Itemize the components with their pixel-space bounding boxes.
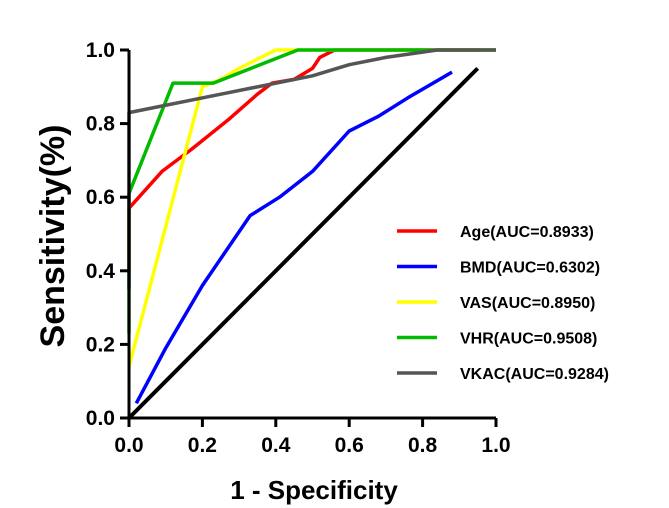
y-axis-title: Sensitivity(%)	[34, 125, 72, 348]
series-line-1	[134, 70, 453, 405]
legend-label-2: VAS(AUC=0.8950)	[460, 295, 595, 312]
legend-label-4: VKAC(AUC=0.9284)	[460, 366, 609, 383]
legend-label-3: VHR(AUC=0.9508)	[460, 331, 597, 348]
legend-label-1: BMD(AUC=0.6302)	[460, 260, 600, 277]
reference-diagonal-line	[127, 66, 480, 420]
x-axis-title: 1 - Specificity	[230, 475, 398, 505]
series-line-4	[127, 48, 496, 290]
y-tick-label: 0.4	[86, 260, 116, 283]
x-tick-label: 0.8	[408, 434, 438, 457]
x-tick-label: 1.0	[481, 434, 510, 457]
x-tick-label: 0.4	[261, 434, 291, 457]
y-tick-label: 1.0	[86, 39, 115, 62]
legend-label-0: Age(AUC=0.8933)	[460, 224, 594, 241]
y-tick-label: 0.6	[86, 186, 115, 209]
plot-area	[127, 48, 496, 420]
x-tick-label: 0.6	[335, 434, 364, 457]
y-tick-label: 0.8	[86, 113, 116, 136]
y-tick-label: 0.0	[86, 407, 115, 430]
series-line-3	[127, 48, 496, 334]
x-tick-label: 0.0	[114, 434, 143, 457]
y-tick-label: 0.2	[86, 333, 115, 356]
axes: 0.0 0.2 0.4 0.6 0.8 1.0 0.0 0.2 0.4 0.6 0.8 1.0	[86, 39, 511, 457]
x-tick-label: 0.2	[188, 434, 217, 457]
legend: Age(AUC=0.8933) BMD(AUC=0.6302) VAS(AUC=0.…	[397, 224, 609, 383]
